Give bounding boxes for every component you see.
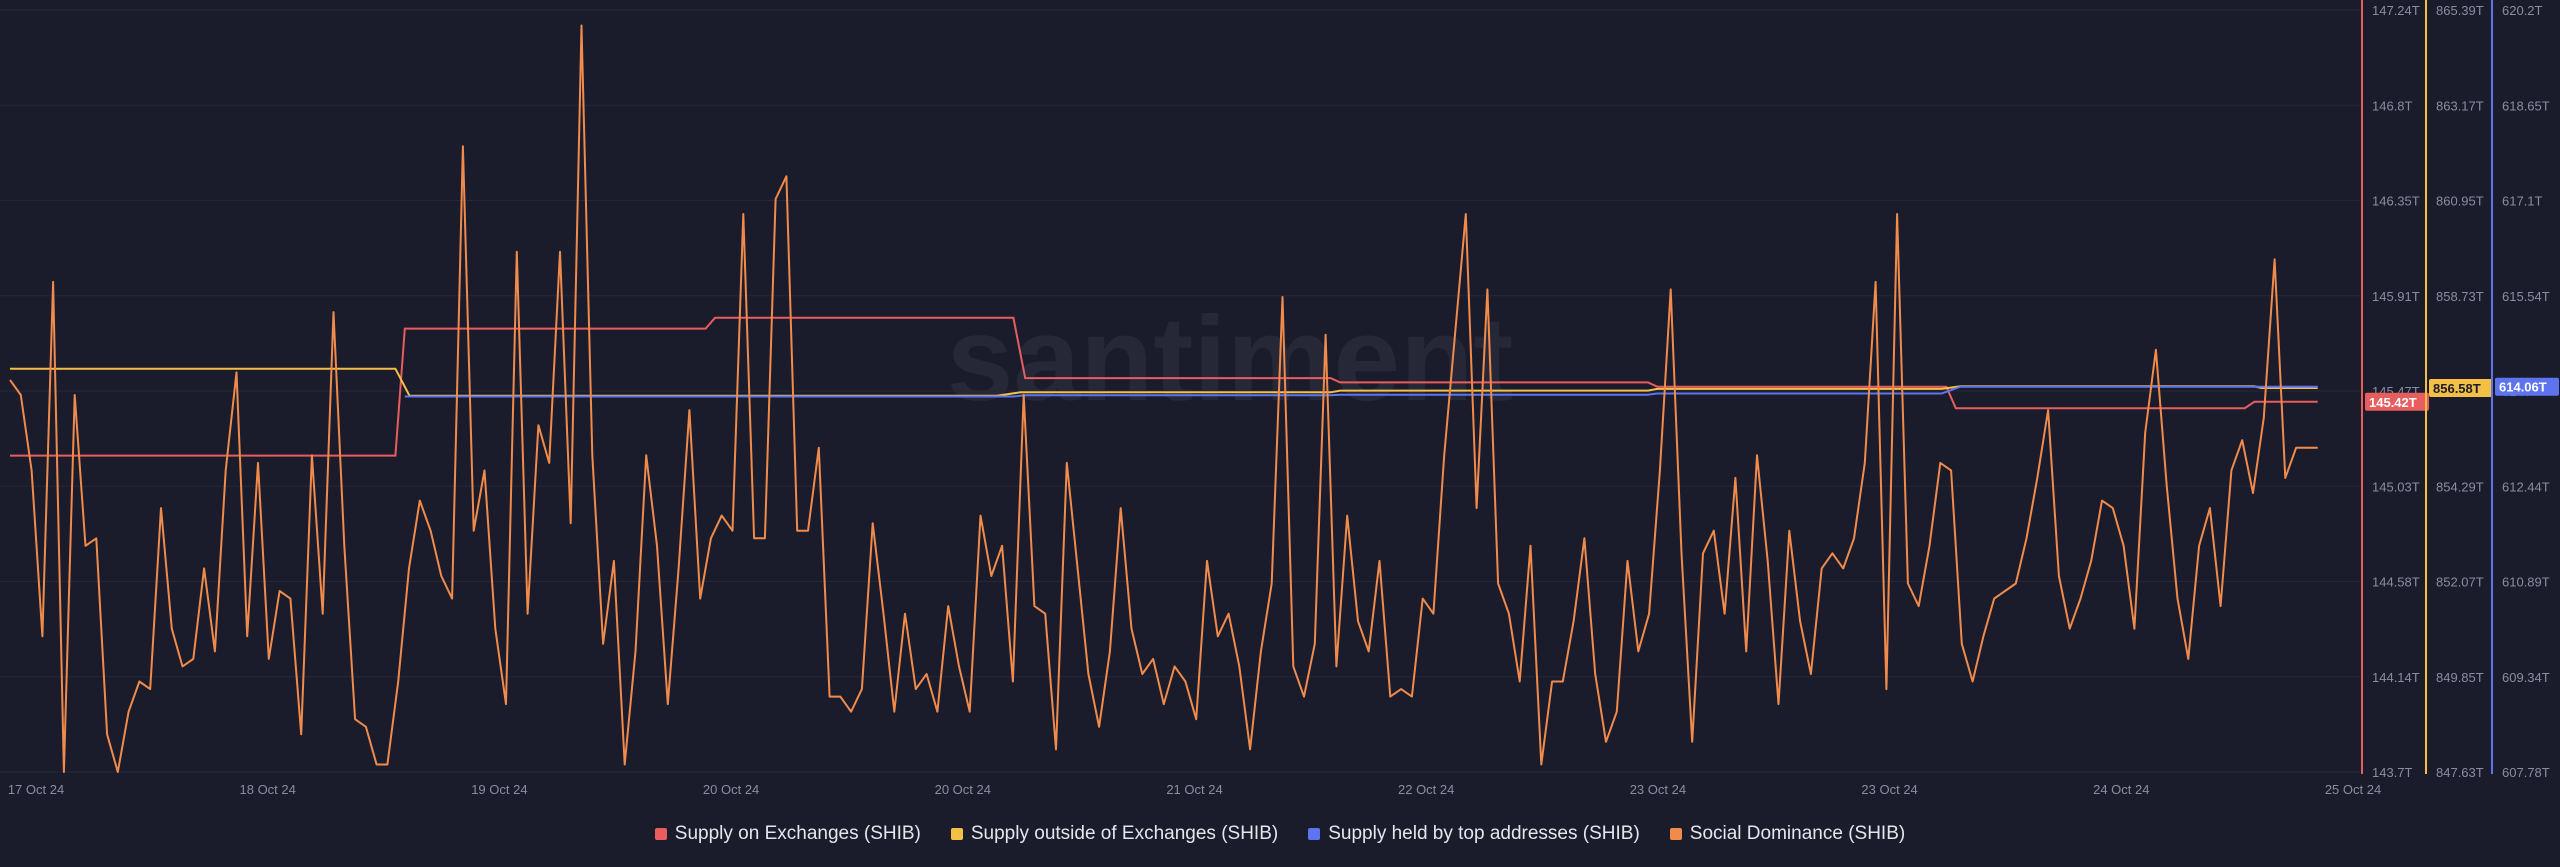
y-tick-label: 852.07T [2436,575,2484,590]
x-tick-label: 21 Oct 24 [1166,782,1222,797]
social-dominance-line [9,24,2318,773]
x-tick-label: 25 Oct 24 [2325,782,2381,797]
legend-item[interactable]: Supply outside of Exchanges (SHIB) [950,823,1279,845]
legend-label: Social Dominance (SHIB) [1689,823,1906,844]
chart-svg: santiment 147.24T 146.8T 146.35T 145.91T 145… [0,0,2559,797]
legend-label: Supply outside of Exchanges (SHIB) [970,823,1279,844]
x-tick-label: 17 Oct 24 [8,782,64,797]
y-tick-label: 147.24T [2372,3,2420,18]
y-tick-label: 607.78T [2502,765,2550,780]
current-value-label: 614.06T [2499,380,2547,395]
x-tick-label: 19 Oct 24 [471,782,527,797]
y-tick-label: 145.91T [2372,289,2420,304]
y-tick-label: 849.85T [2436,670,2484,685]
y-tick-label: 860.95T [2436,194,2484,209]
legend-label: Supply held by top addresses (SHIB) [1328,823,1640,844]
grid-lines [0,9,2360,773]
x-tick-label: 18 Oct 24 [240,782,296,797]
y-tick-label: 144.14T [2372,670,2420,685]
legend-swatch [1669,828,1682,840]
current-value-label: 145.42T [2369,395,2417,410]
y-tick-label: 617.1T [2502,194,2543,209]
current-value-badge [2495,377,2559,396]
y-tick-label: 854.29T [2436,479,2484,494]
x-tick-label: 23 Oct 24 [1630,782,1686,797]
legend-label: Supply on Exchanges (SHIB) [674,823,921,844]
y-tick-label: 858.73T [2436,289,2484,304]
x-tick-label: 20 Oct 24 [703,782,759,797]
y-tick-label: 612.44T [2502,479,2550,494]
watermark-text: santiment [947,292,1514,426]
y-tick-label: 865.39T [2436,3,2484,18]
legend-item[interactable]: Supply on Exchanges (SHIB) [654,823,921,845]
legend-item[interactable]: Social Dominance (SHIB) [1669,823,1906,845]
y-tick-label: 863.17T [2436,98,2484,113]
y-tick-label: 609.34T [2502,670,2550,685]
x-tick-label: 23 Oct 24 [1861,782,1917,797]
chart-legend: Supply on Exchanges (SHIB) Supply outside… [0,816,2560,852]
y-tick-label: 615.54T [2502,289,2550,304]
y-tick-label: 620.2T [2502,3,2543,18]
x-axis: 17 Oct 24 18 Oct 24 19 Oct 24 20 Oct 24 20 O… [8,782,2381,797]
x-tick-label: 22 Oct 24 [1398,782,1454,797]
current-value-badge [2429,378,2493,397]
y-tick-label: 610.89T [2502,575,2550,590]
legend-swatch [950,828,963,840]
series-layer [9,24,2318,773]
y-tick-label: 847.63T [2436,765,2484,780]
y-tick-label: 145.03T [2372,479,2420,494]
y-tick-label: 146.35T [2372,194,2420,209]
y-tick-label: 618.65T [2502,98,2550,113]
legend-swatch [654,828,667,840]
axis-layer: 147.24T146.8T146.35T145.91T145.47T145.03… [2361,0,2559,780]
legend-item[interactable]: Supply held by top addresses (SHIB) [1308,823,1640,845]
x-tick-label: 24 Oct 24 [2093,782,2149,797]
y-tick-label: 143.7T [2372,765,2413,780]
current-value-label: 856.58T [2433,381,2481,396]
y-tick-label: 146.8T [2372,98,2413,113]
legend-swatch [1308,828,1321,840]
current-value-badge [2365,392,2429,411]
y-tick-label: 144.58T [2372,575,2420,590]
x-tick-label: 20 Oct 24 [935,782,991,797]
